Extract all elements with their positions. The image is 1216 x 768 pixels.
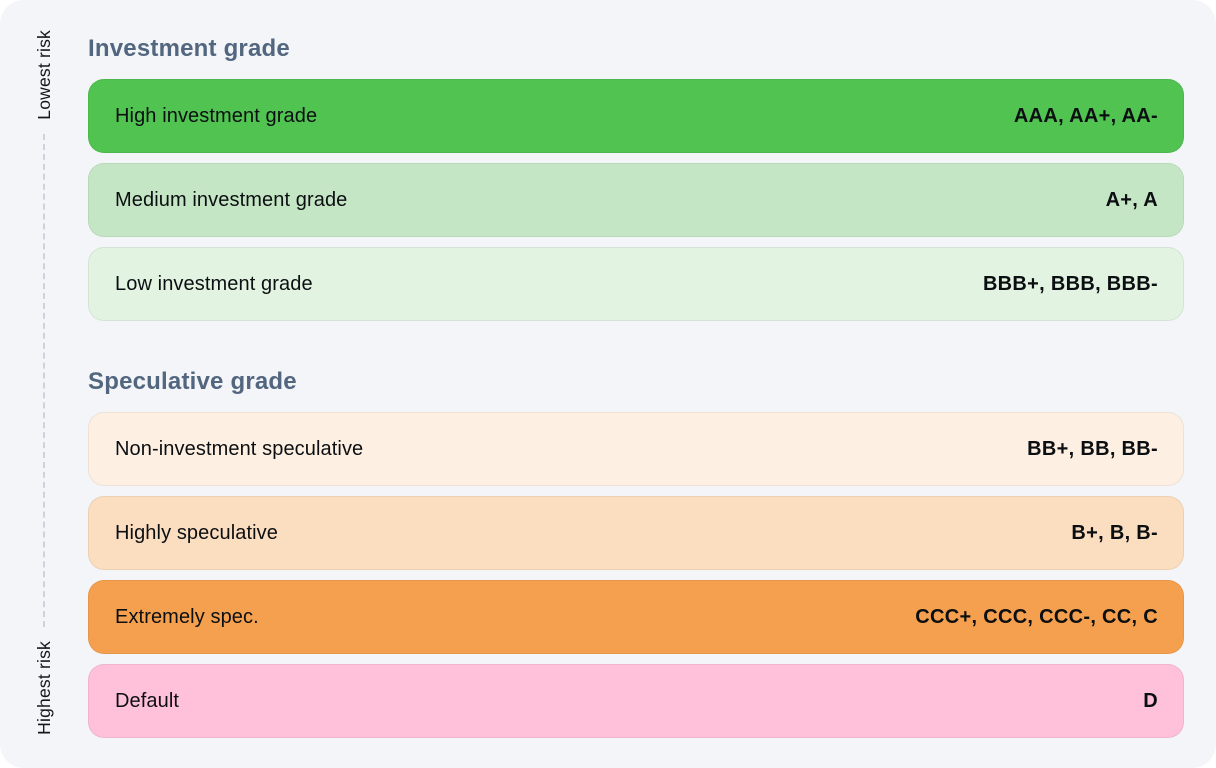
risk-axis-dashed-line bbox=[43, 133, 45, 628]
rating-codes: A+, A bbox=[1105, 188, 1158, 211]
rating-codes: D bbox=[1143, 689, 1158, 712]
section-title-investment-grade: Investment grade bbox=[88, 35, 290, 62]
risk-axis-bottom-label: Highest risk bbox=[33, 641, 54, 735]
rating-codes: BBB+, BBB, BBB- bbox=[982, 272, 1158, 295]
rating-codes: BB+, BB, BB- bbox=[1027, 437, 1158, 460]
rating-category-label: Highly speculative bbox=[115, 521, 278, 544]
rating-row-default: Default D bbox=[88, 664, 1184, 738]
rating-codes: AAA, AA+, AA- bbox=[1013, 104, 1158, 127]
risk-axis: Lowest risk Highest risk bbox=[30, 30, 58, 735]
section-title-speculative-grade: Speculative grade bbox=[88, 368, 297, 395]
rating-category-label: Default bbox=[115, 689, 180, 712]
rating-sections: Investment grade High investment grade A… bbox=[88, 0, 1184, 738]
rating-row-high-investment: High investment grade AAA, AA+, AA- bbox=[88, 79, 1184, 153]
rating-row-non-investment-speculative: Non-investment speculative BB+, BB, BB- bbox=[88, 412, 1184, 486]
rating-row-low-investment: Low investment grade BBB+, BBB, BBB- bbox=[88, 247, 1184, 321]
rating-codes: B+, B, B- bbox=[1071, 521, 1158, 544]
rating-category-label: High investment grade bbox=[115, 104, 318, 127]
rating-row-medium-investment: Medium investment grade A+, A bbox=[88, 163, 1184, 237]
rating-category-label: Non-investment speculative bbox=[115, 437, 364, 460]
rating-category-label: Medium investment grade bbox=[115, 188, 348, 211]
rating-category-label: Low investment grade bbox=[115, 272, 313, 295]
rating-row-highly-speculative: Highly speculative B+, B, B- bbox=[88, 496, 1184, 570]
rating-category-label: Extremely spec. bbox=[115, 605, 259, 628]
rating-row-extremely-speculative: Extremely spec. CCC+, CCC, CCC-, CC, C bbox=[88, 580, 1184, 654]
rating-codes: CCC+, CCC, CCC-, CC, C bbox=[915, 605, 1158, 628]
risk-axis-top-label: Lowest risk bbox=[33, 30, 54, 120]
